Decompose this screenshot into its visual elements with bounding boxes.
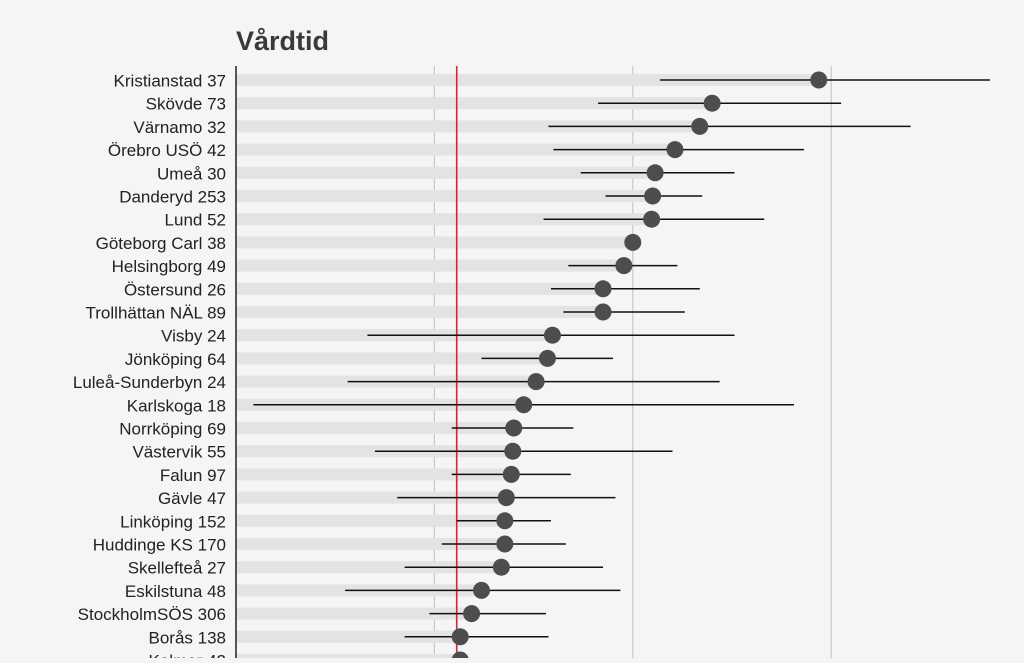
data-point [492, 558, 510, 576]
value-bar [236, 306, 604, 318]
value-bar [236, 538, 505, 550]
data-point [496, 535, 514, 553]
category-label: Göteborg Carl 38 [96, 234, 226, 253]
data-point [502, 465, 520, 483]
value-bar [236, 468, 512, 481]
category-label: Jönköping 64 [125, 350, 226, 369]
category-label: Östersund 26 [124, 280, 226, 299]
category-label: Trollhättan NÄL 89 [86, 304, 226, 323]
value-bar [236, 654, 461, 663]
value-bar [236, 166, 656, 179]
data-point [527, 373, 545, 391]
value-bar [236, 236, 633, 249]
label-layer: Kristianstad 37 Skövde 73 Värnamo 32 Örebro… [73, 72, 227, 663]
category-label: Luleå-Sunderbyn 24 [73, 373, 226, 392]
value-bar [236, 213, 652, 226]
data-point [543, 326, 561, 344]
chart-title: Vårdtid [236, 26, 329, 56]
data-point [473, 581, 491, 599]
category-label: Skövde 73 [146, 95, 226, 114]
data-point [504, 442, 522, 460]
data-point [615, 257, 633, 275]
data-point [497, 489, 515, 507]
category-label: Norrköping 69 [119, 420, 226, 439]
value-bar [236, 282, 604, 295]
category-label: Danderyd 253 [119, 188, 226, 207]
value-bar [236, 491, 507, 504]
category-label: Västervik 55 [132, 443, 226, 462]
data-point [451, 628, 469, 646]
category-label: Kristianstad 37 [114, 72, 226, 91]
value-bar [236, 422, 514, 434]
data-point [666, 141, 684, 159]
category-label: StockholmSÖS 306 [78, 605, 226, 624]
value-bar [236, 190, 653, 202]
category-label: Borås 138 [149, 628, 227, 647]
category-label: Lund 52 [165, 211, 226, 230]
data-point [643, 210, 661, 228]
value-bar [236, 352, 548, 365]
value-bar [236, 97, 713, 110]
category-label: Helsingborg 49 [112, 257, 226, 276]
data-point [451, 651, 469, 663]
value-bar [236, 74, 819, 86]
category-label: Linköping 152 [120, 512, 226, 531]
value-bar [236, 630, 461, 643]
data-point [505, 419, 523, 437]
value-bar [236, 445, 513, 458]
data-point [594, 280, 612, 298]
category-label: Gävle 47 [158, 489, 226, 508]
data-point [624, 233, 642, 251]
data-point [646, 164, 664, 182]
category-label: Värnamo 32 [133, 118, 226, 137]
point-layer [451, 71, 828, 663]
bar-layer [236, 74, 819, 663]
data-point [538, 349, 556, 367]
category-label: Visby 24 [161, 327, 226, 346]
category-label: Huddinge KS 170 [93, 536, 226, 555]
category-label: Umeå 30 [157, 164, 226, 183]
data-point [810, 71, 828, 89]
data-point [496, 512, 514, 530]
category-label: Falun 97 [160, 466, 226, 485]
data-point [463, 605, 481, 623]
value-bar [236, 143, 675, 156]
category-label: Eskilstuna 48 [125, 582, 226, 601]
data-point [703, 94, 721, 112]
value-bar [236, 607, 472, 620]
data-point [515, 396, 533, 414]
value-bar [236, 259, 624, 272]
category-label: Kalmar 42 [149, 652, 226, 659]
value-bar [236, 561, 502, 574]
data-point [594, 303, 612, 321]
category-label: Örebro USÖ 42 [108, 141, 226, 160]
data-point [644, 187, 662, 205]
category-label: Karlskoga 18 [127, 396, 226, 415]
value-bar [236, 514, 505, 527]
category-label: Skellefteå 27 [128, 559, 226, 578]
data-point [691, 117, 709, 135]
value-bar [236, 120, 700, 133]
